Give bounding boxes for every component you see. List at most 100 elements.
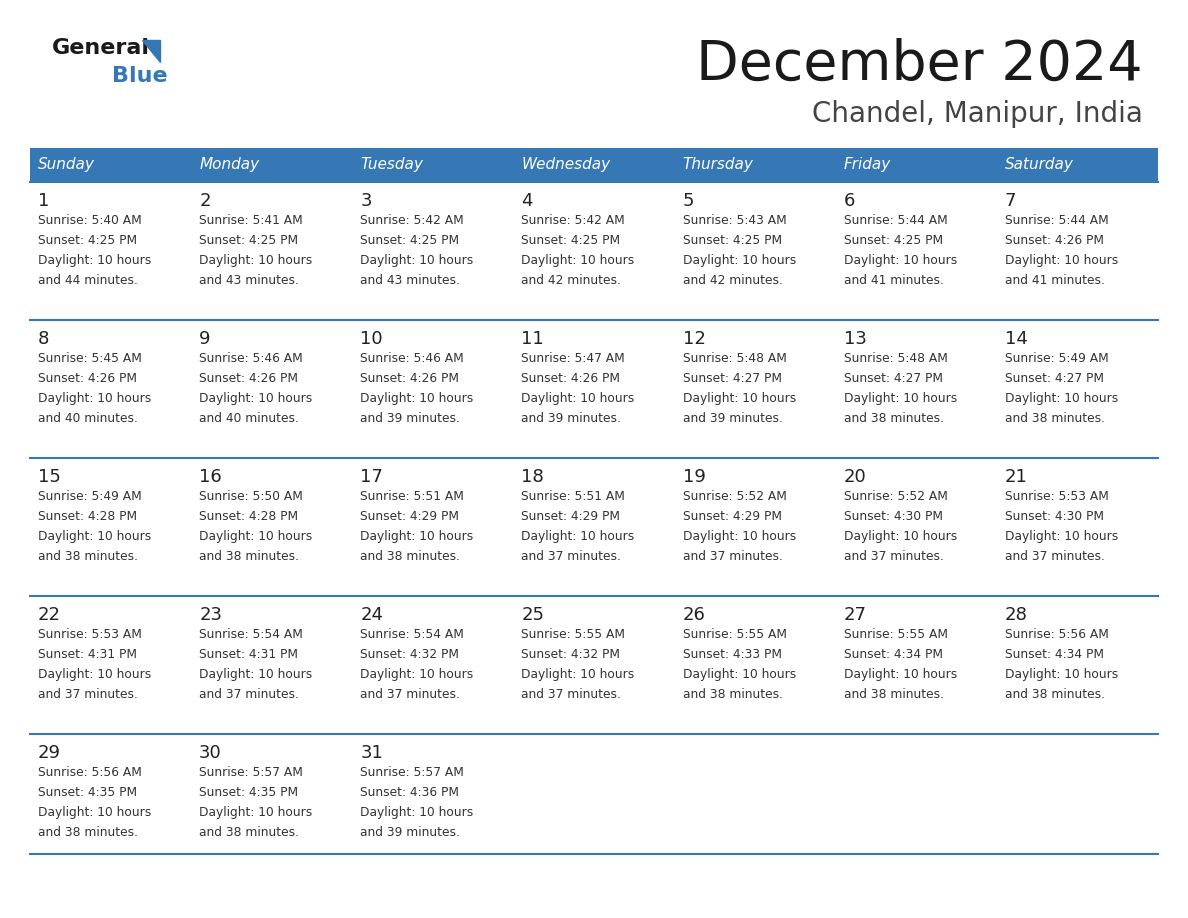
Text: Daylight: 10 hours: Daylight: 10 hours: [683, 254, 796, 267]
Text: Sunset: 4:31 PM: Sunset: 4:31 PM: [200, 648, 298, 661]
Text: Sunrise: 5:54 AM: Sunrise: 5:54 AM: [200, 628, 303, 641]
Text: Monday: Monday: [200, 158, 259, 173]
Text: and 40 minutes.: and 40 minutes.: [38, 412, 138, 425]
Text: Sunset: 4:25 PM: Sunset: 4:25 PM: [200, 234, 298, 247]
Text: Daylight: 10 hours: Daylight: 10 hours: [38, 254, 151, 267]
Text: 20: 20: [843, 468, 866, 486]
Text: Sunrise: 5:44 AM: Sunrise: 5:44 AM: [843, 214, 948, 227]
Text: Daylight: 10 hours: Daylight: 10 hours: [360, 806, 474, 819]
Text: and 41 minutes.: and 41 minutes.: [843, 274, 943, 287]
Text: 27: 27: [843, 606, 867, 624]
Text: Sunrise: 5:50 AM: Sunrise: 5:50 AM: [200, 490, 303, 503]
Text: Thursday: Thursday: [683, 158, 753, 173]
Text: Sunrise: 5:54 AM: Sunrise: 5:54 AM: [360, 628, 465, 641]
Text: Sunset: 4:27 PM: Sunset: 4:27 PM: [683, 372, 782, 385]
Text: Daylight: 10 hours: Daylight: 10 hours: [522, 392, 634, 405]
Text: Sunset: 4:26 PM: Sunset: 4:26 PM: [360, 372, 460, 385]
Text: Friday: Friday: [843, 158, 891, 173]
Text: Sunset: 4:28 PM: Sunset: 4:28 PM: [38, 510, 137, 523]
Text: Daylight: 10 hours: Daylight: 10 hours: [200, 668, 312, 681]
Bar: [353, 148, 513, 182]
Text: and 37 minutes.: and 37 minutes.: [360, 688, 460, 701]
Text: Daylight: 10 hours: Daylight: 10 hours: [38, 392, 151, 405]
Text: Sunrise: 5:45 AM: Sunrise: 5:45 AM: [38, 352, 141, 365]
Text: Daylight: 10 hours: Daylight: 10 hours: [200, 530, 312, 543]
Text: Sunrise: 5:57 AM: Sunrise: 5:57 AM: [360, 766, 465, 779]
Text: 31: 31: [360, 744, 384, 762]
Text: 24: 24: [360, 606, 384, 624]
Text: Sunset: 4:32 PM: Sunset: 4:32 PM: [522, 648, 620, 661]
Text: Sunset: 4:26 PM: Sunset: 4:26 PM: [38, 372, 137, 385]
Text: 25: 25: [522, 606, 544, 624]
Text: 2: 2: [200, 192, 210, 210]
Text: Daylight: 10 hours: Daylight: 10 hours: [38, 668, 151, 681]
Text: Sunrise: 5:44 AM: Sunrise: 5:44 AM: [1005, 214, 1108, 227]
Text: and 37 minutes.: and 37 minutes.: [1005, 550, 1105, 563]
Text: Sunset: 4:34 PM: Sunset: 4:34 PM: [1005, 648, 1104, 661]
Text: Daylight: 10 hours: Daylight: 10 hours: [522, 668, 634, 681]
Text: and 37 minutes.: and 37 minutes.: [522, 688, 621, 701]
Text: Sunset: 4:30 PM: Sunset: 4:30 PM: [1005, 510, 1104, 523]
Text: Sunset: 4:27 PM: Sunset: 4:27 PM: [1005, 372, 1104, 385]
Text: and 44 minutes.: and 44 minutes.: [38, 274, 138, 287]
Text: and 38 minutes.: and 38 minutes.: [1005, 688, 1105, 701]
Text: Sunrise: 5:52 AM: Sunrise: 5:52 AM: [843, 490, 948, 503]
Text: Daylight: 10 hours: Daylight: 10 hours: [522, 530, 634, 543]
Text: December 2024: December 2024: [696, 38, 1143, 92]
Text: Daylight: 10 hours: Daylight: 10 hours: [843, 392, 958, 405]
Text: and 43 minutes.: and 43 minutes.: [200, 274, 299, 287]
Text: Daylight: 10 hours: Daylight: 10 hours: [38, 806, 151, 819]
Bar: [513, 148, 675, 182]
Text: 28: 28: [1005, 606, 1028, 624]
Text: Sunrise: 5:49 AM: Sunrise: 5:49 AM: [38, 490, 141, 503]
Text: Sunrise: 5:55 AM: Sunrise: 5:55 AM: [843, 628, 948, 641]
Text: Sunrise: 5:48 AM: Sunrise: 5:48 AM: [843, 352, 948, 365]
Text: Daylight: 10 hours: Daylight: 10 hours: [360, 530, 474, 543]
Text: 16: 16: [200, 468, 222, 486]
Text: Sunrise: 5:49 AM: Sunrise: 5:49 AM: [1005, 352, 1108, 365]
Text: Sunset: 4:29 PM: Sunset: 4:29 PM: [683, 510, 782, 523]
Text: 23: 23: [200, 606, 222, 624]
Text: 3: 3: [360, 192, 372, 210]
Text: Daylight: 10 hours: Daylight: 10 hours: [843, 530, 958, 543]
Text: 13: 13: [843, 330, 866, 348]
Text: Sunrise: 5:42 AM: Sunrise: 5:42 AM: [360, 214, 465, 227]
Text: Sunset: 4:36 PM: Sunset: 4:36 PM: [360, 786, 460, 799]
Text: Sunset: 4:30 PM: Sunset: 4:30 PM: [843, 510, 943, 523]
Text: 4: 4: [522, 192, 533, 210]
Text: Blue: Blue: [112, 66, 168, 86]
Text: Sunset: 4:29 PM: Sunset: 4:29 PM: [360, 510, 460, 523]
Text: Daylight: 10 hours: Daylight: 10 hours: [1005, 530, 1118, 543]
Text: and 38 minutes.: and 38 minutes.: [1005, 412, 1105, 425]
Text: Sunset: 4:28 PM: Sunset: 4:28 PM: [200, 510, 298, 523]
Text: Sunset: 4:27 PM: Sunset: 4:27 PM: [843, 372, 943, 385]
Text: Sunrise: 5:56 AM: Sunrise: 5:56 AM: [38, 766, 141, 779]
Text: and 39 minutes.: and 39 minutes.: [360, 412, 460, 425]
Text: Sunset: 4:33 PM: Sunset: 4:33 PM: [683, 648, 782, 661]
Text: and 38 minutes.: and 38 minutes.: [38, 550, 138, 563]
Text: Daylight: 10 hours: Daylight: 10 hours: [360, 254, 474, 267]
Text: Sunrise: 5:57 AM: Sunrise: 5:57 AM: [200, 766, 303, 779]
Text: Sunrise: 5:55 AM: Sunrise: 5:55 AM: [522, 628, 625, 641]
Text: Sunrise: 5:51 AM: Sunrise: 5:51 AM: [360, 490, 465, 503]
Text: 9: 9: [200, 330, 210, 348]
Bar: [675, 148, 835, 182]
Text: Daylight: 10 hours: Daylight: 10 hours: [522, 254, 634, 267]
Text: and 39 minutes.: and 39 minutes.: [360, 826, 460, 839]
Text: 21: 21: [1005, 468, 1028, 486]
Text: Sunset: 4:26 PM: Sunset: 4:26 PM: [1005, 234, 1104, 247]
Text: Sunset: 4:26 PM: Sunset: 4:26 PM: [200, 372, 298, 385]
Text: Sunrise: 5:52 AM: Sunrise: 5:52 AM: [683, 490, 786, 503]
Text: Daylight: 10 hours: Daylight: 10 hours: [360, 392, 474, 405]
Text: General: General: [52, 38, 150, 58]
Text: Sunset: 4:34 PM: Sunset: 4:34 PM: [843, 648, 943, 661]
Text: Sunset: 4:26 PM: Sunset: 4:26 PM: [522, 372, 620, 385]
Bar: [997, 148, 1158, 182]
Text: and 38 minutes.: and 38 minutes.: [38, 826, 138, 839]
Text: Sunrise: 5:40 AM: Sunrise: 5:40 AM: [38, 214, 141, 227]
Text: and 38 minutes.: and 38 minutes.: [360, 550, 460, 563]
Text: and 40 minutes.: and 40 minutes.: [200, 412, 299, 425]
Text: Daylight: 10 hours: Daylight: 10 hours: [200, 254, 312, 267]
Text: 30: 30: [200, 744, 222, 762]
Text: Daylight: 10 hours: Daylight: 10 hours: [843, 668, 958, 681]
